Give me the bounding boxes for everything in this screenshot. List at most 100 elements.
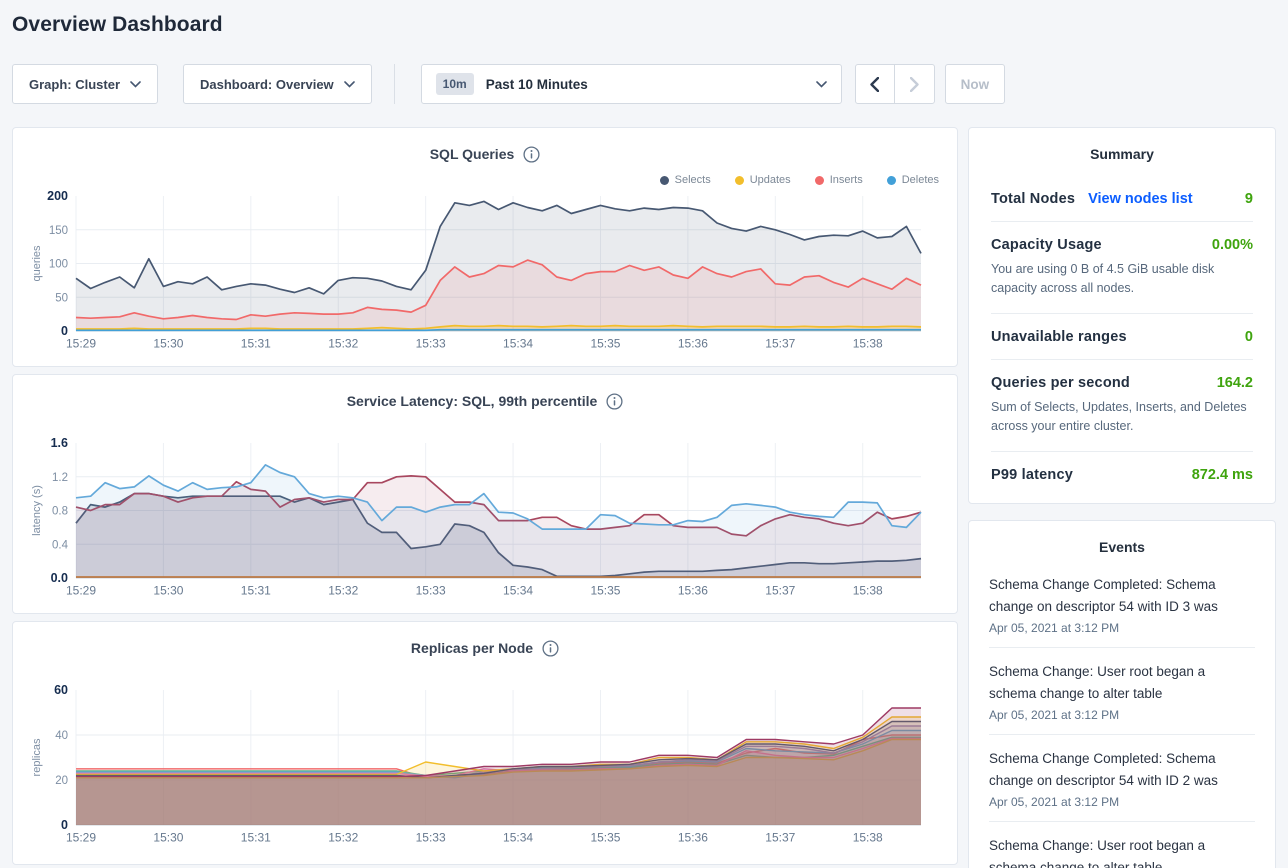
graph-scope-dropdown-label: Graph: Cluster — [29, 76, 121, 92]
replicas-chart-title: Replicas per Node — [410, 640, 534, 656]
svg-text:200: 200 — [47, 189, 68, 203]
legend-label: Selects — [674, 174, 711, 186]
sidebar-column: Summary Total Nodes View nodes list 9 Ca… — [968, 127, 1276, 868]
events-header: Events — [1099, 538, 1145, 555]
event-text: Schema Change Completed: Schema change o… — [989, 750, 1218, 788]
charts-column: SQL Queries Selects Updates Inserts Deletes… — [12, 127, 958, 865]
svg-text:15:34: 15:34 — [503, 831, 533, 845]
svg-text:15:38: 15:38 — [853, 337, 883, 351]
svg-text:15:36: 15:36 — [678, 337, 708, 351]
event-timestamp: Apr 05, 2021 at 3:12 PM — [989, 620, 1120, 635]
view-nodes-list-link[interactable]: View nodes list — [1088, 191, 1193, 207]
chart-legend: Selects Updates Inserts Deletes — [659, 174, 939, 186]
service-latency-chart-title: Service Latency: SQL, 99th percentile — [346, 393, 598, 409]
graph-scope-dropdown[interactable]: Graph: Cluster — [12, 64, 159, 104]
legend-item-selects[interactable]: Selects — [659, 174, 711, 186]
event-text: Schema Change: User root began a schema … — [989, 663, 1206, 701]
svg-text:15:30: 15:30 — [153, 337, 183, 351]
p99-latency-label: P99 latency — [991, 466, 1073, 483]
dashboard-dropdown-label: Dashboard: Overview — [200, 76, 334, 92]
legend-label: Updates — [749, 174, 791, 186]
time-range-label: Past 10 Minutes — [485, 76, 588, 92]
svg-text:50: 50 — [55, 292, 68, 304]
time-range-picker[interactable]: 10m Past 10 Minutes — [420, 64, 842, 104]
legend-item-inserts[interactable]: Inserts — [814, 174, 863, 186]
info-icon[interactable] — [606, 392, 623, 410]
total-nodes-value: 9 — [1244, 191, 1253, 207]
event-timestamp: Apr 05, 2021 at 3:12 PM — [989, 707, 1120, 722]
svg-text:15:31: 15:31 — [241, 831, 271, 845]
time-step-forward-button[interactable] — [895, 65, 934, 103]
svg-text:15:36: 15:36 — [678, 584, 708, 598]
legend-dot-icon — [659, 175, 669, 185]
legend-label: Deletes — [901, 174, 939, 186]
svg-text:1.6: 1.6 — [51, 436, 68, 450]
svg-text:150: 150 — [49, 225, 68, 237]
sql-queries-chart-title: SQL Queries — [429, 146, 515, 162]
svg-text:100: 100 — [49, 259, 68, 271]
svg-text:15:32: 15:32 — [328, 831, 358, 845]
legend-item-updates[interactable]: Updates — [734, 174, 791, 186]
svg-text:15:34: 15:34 — [503, 337, 533, 351]
sql-queries-chart-panel: SQL Queries Selects Updates Inserts Deletes… — [12, 127, 958, 367]
svg-text:15:37: 15:37 — [765, 831, 795, 845]
replicas-per-node-chart-panel: Replicas per Node 15:29 15:30 15:31 15:32 15… — [12, 621, 958, 865]
event-list-item: Schema Change: User root began a schema … — [989, 648, 1255, 735]
qps-label: Queries per second — [991, 374, 1130, 391]
svg-text:15:32: 15:32 — [328, 337, 358, 351]
svg-text:15:35: 15:35 — [590, 584, 620, 598]
dashboard-dropdown[interactable]: Dashboard: Overview — [183, 64, 372, 104]
svg-text:1.2: 1.2 — [52, 472, 68, 484]
svg-text:15:38: 15:38 — [853, 584, 883, 598]
chevron-right-icon — [909, 76, 919, 92]
time-step-button-group — [854, 64, 935, 104]
sql-queries-chart: 15:29 15:30 15:31 15:32 15:33 15:34 15:35 15:36… — [31, 189, 922, 351]
summary-panel: Summary Total Nodes View nodes list 9 Ca… — [968, 127, 1276, 504]
summary-row-total-nodes: Total Nodes View nodes list 9 — [991, 176, 1253, 222]
svg-text:15:32: 15:32 — [328, 584, 358, 598]
legend-dot-icon — [814, 175, 824, 185]
svg-text:15:30: 15:30 — [153, 584, 183, 598]
time-range-badge: 10m — [435, 73, 474, 95]
legend-dot-icon — [886, 175, 896, 185]
chevron-down-icon — [343, 80, 355, 88]
service-latency-chart-panel: Service Latency: SQL, 99th percentile 15… — [12, 374, 958, 614]
main-content: SQL Queries Selects Updates Inserts Deletes… — [12, 127, 1276, 868]
svg-text:15:35: 15:35 — [590, 831, 620, 845]
svg-text:latency (s): latency (s) — [31, 485, 43, 536]
toolbar-divider — [393, 64, 395, 104]
legend-dot-icon — [734, 175, 744, 185]
event-list-item: Schema Change: User root began a schema … — [989, 822, 1255, 868]
summary-row-p99-latency: P99 latency 872.4 ms — [991, 452, 1253, 497]
info-icon[interactable] — [523, 145, 540, 163]
capacity-usage-label: Capacity Usage — [991, 237, 1102, 253]
svg-text:15:33: 15:33 — [416, 337, 446, 351]
svg-text:15:35: 15:35 — [590, 337, 620, 351]
time-step-back-button[interactable] — [856, 65, 895, 103]
svg-text:15:36: 15:36 — [678, 831, 708, 845]
event-list-item: Schema Change Completed: Schema change o… — [989, 735, 1255, 822]
svg-text:15:37: 15:37 — [765, 584, 795, 598]
svg-text:0.8: 0.8 — [52, 506, 68, 518]
svg-text:60: 60 — [54, 683, 68, 697]
summary-row-capacity: Capacity Usage 0.00% You are using 0 B o… — [991, 222, 1253, 314]
qps-description: Sum of Selects, Updates, Inserts, and De… — [991, 399, 1247, 434]
now-button[interactable]: Now — [944, 64, 1006, 104]
summary-row-qps: Queries per second 164.2 Sum of Selects,… — [991, 360, 1253, 452]
chevron-down-icon — [815, 80, 827, 88]
legend-item-deletes[interactable]: Deletes — [886, 174, 939, 186]
svg-text:15:29: 15:29 — [66, 831, 96, 845]
event-text: Schema Change: User root began a schema … — [989, 837, 1206, 868]
svg-text:15:29: 15:29 — [66, 584, 96, 598]
info-icon[interactable] — [542, 639, 559, 657]
svg-text:15:30: 15:30 — [153, 831, 183, 845]
svg-text:15:29: 15:29 — [66, 337, 96, 351]
svg-text:20: 20 — [55, 775, 68, 787]
svg-text:0.4: 0.4 — [52, 539, 69, 551]
event-timestamp: Apr 05, 2021 at 3:12 PM — [989, 794, 1120, 809]
event-text: Schema Change Completed: Schema change o… — [989, 576, 1218, 614]
toolbar: Graph: Cluster Dashboard: Overview 10m P… — [12, 64, 1276, 104]
svg-text:0: 0 — [61, 324, 68, 338]
svg-text:40: 40 — [55, 730, 68, 742]
